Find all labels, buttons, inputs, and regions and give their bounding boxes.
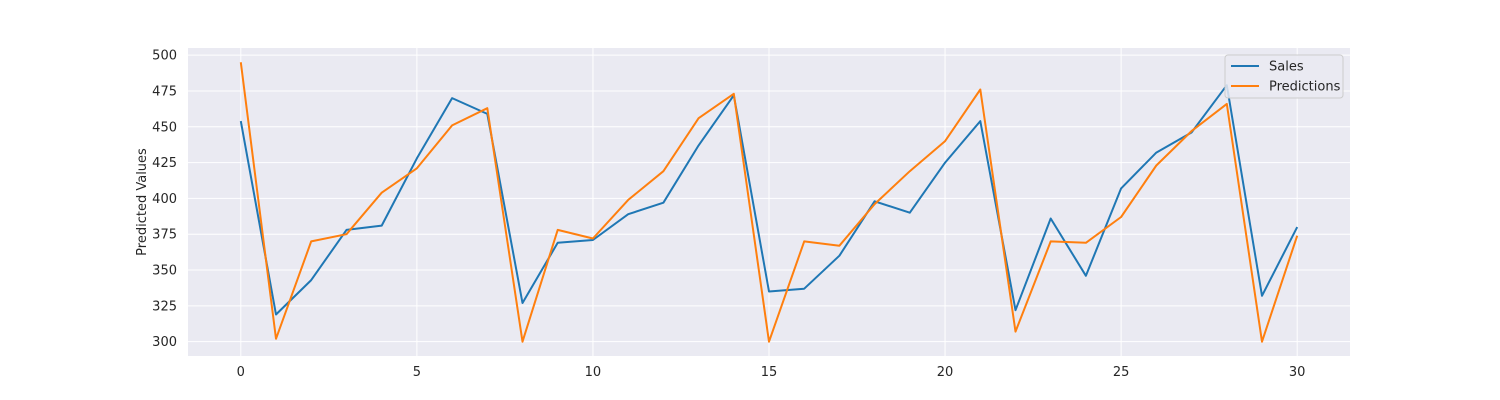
x-tick-label: 25 (1113, 365, 1130, 380)
series-line-predictions (239, 62, 1299, 343)
y-tick-label: 400 (152, 192, 177, 207)
y-tick-label: 325 (152, 299, 177, 314)
y-tick-label: 300 (152, 335, 177, 350)
y-axis-label: Predicted Values (135, 148, 150, 256)
x-tick-label: 0 (237, 365, 245, 380)
grid-lines (188, 48, 1350, 356)
legend-label-predictions: Predictions (1269, 80, 1341, 95)
y-tick-label: 375 (152, 228, 177, 243)
y-axis-ticks: 300 325 350 375 400 425 450 475 500 (152, 49, 177, 351)
x-tick-label: 15 (761, 365, 778, 380)
legend: Sales Predictions (1224, 54, 1344, 99)
y-tick-label: 475 (152, 84, 177, 99)
y-tick-label: 425 (152, 156, 177, 171)
x-tick-label: 20 (937, 365, 954, 380)
legend-label-sales: Sales (1269, 60, 1304, 75)
y-tick-label: 450 (152, 120, 177, 135)
x-tick-label: 10 (585, 365, 602, 380)
series-lines (239, 62, 1299, 343)
y-tick-label: 350 (152, 264, 177, 279)
series-line-sales (239, 84, 1299, 316)
x-tick-label: 30 (1289, 365, 1306, 380)
x-axis-ticks: 0 5 10 15 20 25 30 (237, 365, 1306, 380)
y-tick-label: 500 (152, 49, 177, 64)
x-tick-label: 5 (413, 365, 421, 380)
